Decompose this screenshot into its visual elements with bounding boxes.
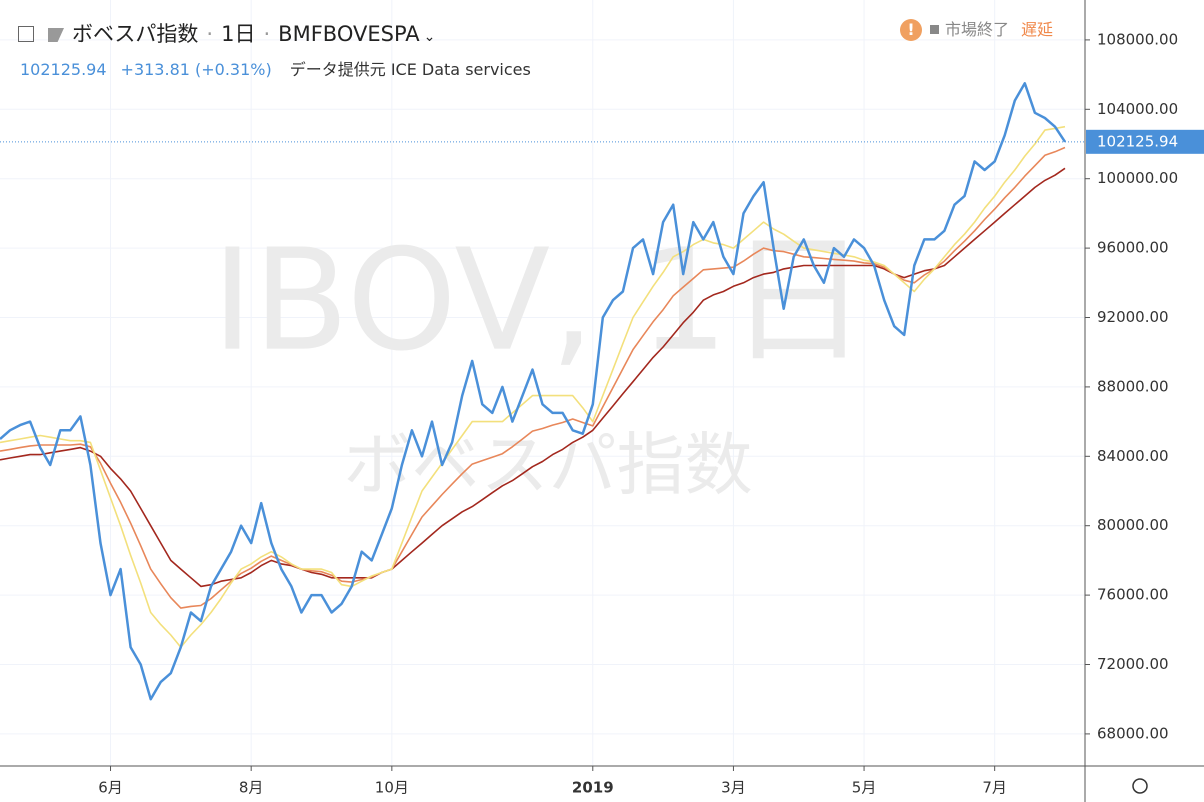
watermark-symbol: IBOV, 1日	[212, 220, 868, 383]
y-tick-label: 72000.00	[1097, 655, 1169, 673]
status: 市場終了	[945, 20, 1010, 39]
y-tick-label: 76000.00	[1097, 586, 1169, 604]
alert-icon[interactable]: !	[900, 19, 922, 41]
y-tick-label: 96000.00	[1097, 239, 1169, 257]
flag-icon	[48, 28, 64, 42]
gear[interactable]	[1132, 778, 1148, 794]
price-line	[0, 82, 1067, 701]
header-row: ボベスパ指数 · 1日 · BMFBOVESPA ⌄	[18, 18, 435, 48]
x-tick-label: 10月	[375, 779, 409, 797]
price-change: +313.81 (+0.31%)	[120, 60, 272, 79]
expand-icon[interactable]	[18, 26, 34, 42]
x-tick-label: 6月	[98, 779, 123, 797]
y-tick-label: 104000.00	[1097, 100, 1178, 118]
y-tick-label: 68000.00	[1097, 724, 1169, 742]
last-price-box	[1086, 129, 1204, 154]
symbol-name: ボベスパ指数	[72, 22, 199, 46]
quote-row: 102125.94 +313.81 (+0.31%) データ提供元 ICE Data…	[20, 56, 531, 80]
y-tick-label: 88000.00	[1097, 377, 1169, 395]
x-tick-label: 8月	[239, 779, 264, 797]
y-tick-label: 100000.00	[1097, 169, 1178, 187]
market-status: ! 市場終了 遅延	[900, 16, 1053, 41]
moving-average	[0, 167, 1066, 588]
delay: 遅延	[1021, 20, 1054, 39]
status-dot	[930, 25, 939, 34]
last-price-label: 102125.94	[1097, 132, 1178, 150]
y-tick-label: 108000.00	[1097, 30, 1178, 48]
dropdown-caret[interactable]: ⌄	[423, 29, 436, 45]
settings-icon[interactable]	[1132, 778, 1148, 794]
y-tick-label: 80000.00	[1097, 516, 1169, 534]
watermark-name: ボベスパ指数	[343, 427, 752, 506]
last-price: 102125.94	[20, 60, 107, 79]
x-tick-label: 5月	[852, 779, 877, 797]
y-tick-label: 92000.00	[1097, 308, 1169, 326]
y-tick-label: 84000.00	[1097, 447, 1169, 465]
sep: ·	[206, 22, 214, 46]
moving-average	[0, 146, 1066, 609]
grid	[0, 0, 1085, 766]
sep: ·	[263, 22, 271, 46]
x-tick-label: 7月	[982, 779, 1007, 797]
moving-average	[0, 125, 1066, 648]
x-tick-label: 2019	[572, 779, 614, 797]
background-layer: IBOV, 1日 ボベスパ指数	[212, 220, 868, 506]
data-source: データ提供元 ICE Data services	[289, 60, 531, 79]
exchange[interactable]: BMFBOVESPA	[278, 22, 420, 46]
x-tick-label: 3月	[721, 779, 746, 797]
interval[interactable]: 1日	[221, 22, 256, 46]
